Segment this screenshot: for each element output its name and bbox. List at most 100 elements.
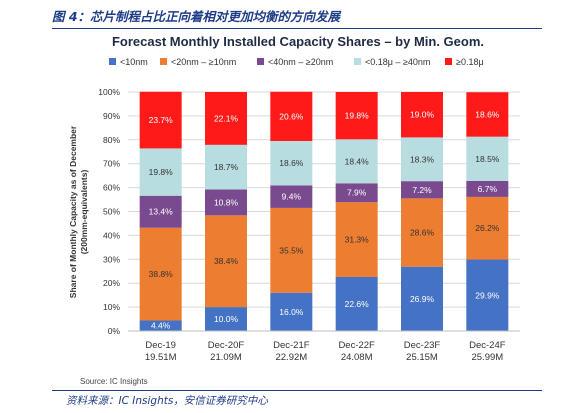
legend-label: ≥0.18μ [456,57,484,67]
x-tick-sublabel: 25.15M [406,352,438,363]
legend-swatch [354,58,361,65]
bar-segment [401,137,443,182]
x-tick-label: Dec-24F [469,340,506,351]
bar-segment [335,139,378,184]
bar-segment [401,181,443,199]
bar-segment [335,183,378,203]
legend-swatch [160,58,167,65]
bar-segment [466,136,509,181]
y-axis: 0% 10% 20% 30% 40% 50% 60% 70% 80% 90% 100% [98,87,120,336]
data-label: 18.7% [214,162,239,172]
data-label: 7.9% [347,188,367,198]
bar-segment [466,196,509,260]
data-label: 35.5% [279,245,304,255]
data-label: 26.9% [410,294,435,304]
y-tick-label: 30% [103,254,120,264]
bar-segment [270,91,313,141]
data-label: 9.4% [282,192,302,202]
legend-swatch [109,58,116,65]
data-label: 29.9% [475,290,500,300]
legend-label: <10nm [120,57,148,67]
data-label: 31.3% [345,235,370,245]
data-label: 22.1% [214,113,239,123]
y-axis-label-line2: (200mm-equivalents) [79,170,89,255]
bar-segment [205,144,247,190]
bar-segment [401,198,443,267]
bar-segment [401,266,443,331]
bar-segment [205,215,247,308]
x-tick-sublabel: 19.51M [145,352,177,363]
bar-segment [335,276,378,331]
bar-segment [335,202,378,277]
data-label: 18.3% [410,154,435,164]
legend-swatch [445,58,452,65]
y-tick-label: 40% [103,230,120,240]
bar-segment [205,307,247,331]
y-tick-label: 60% [103,183,120,193]
x-tick-sublabel: 22.92M [275,352,307,363]
y-axis-label-line1: Share of Monthly Capacity as of December [68,125,78,298]
data-label: 18.4% [345,156,370,166]
figure-title: 图 4：芯片制程占比正向着相对更加均衡的方向发展 [52,9,341,24]
data-label: 4.4% [151,321,171,331]
bar-segment [270,185,313,208]
data-label: 38.4% [214,256,239,266]
bar-segment [205,189,247,216]
bar-series: 4.4% 38.8% 13.4% 19.8% 23.7% 10.0% 38.4% 10.8% 1… [139,91,509,331]
y-tick-label: 10% [103,302,120,312]
title-rule [52,28,542,29]
y-tick-label: 20% [103,278,120,288]
data-label: 10.8% [214,197,239,207]
gridlines [128,91,520,332]
data-label: 16.0% [279,307,304,317]
data-label: 18.6% [279,158,304,168]
bar-segment [401,92,443,138]
chart-title: Forecast Monthly Installed Capacity Shar… [112,34,484,49]
y-tick-label: 90% [103,111,120,121]
x-tick-sublabel: 24.08M [341,352,373,363]
data-label: 19.8% [345,111,370,121]
data-label: 18.5% [475,154,500,164]
bar-segment [205,92,247,145]
bar-segment [139,148,182,196]
bar-segment [466,259,509,331]
y-tick-label: 0% [108,326,121,336]
chart-legend: <10nm <20nm – ≥10nm <40nm – ≥20nm <0.18μ – … [109,57,484,67]
data-label: 38.8% [149,269,174,279]
data-label: 19.0% [410,110,435,120]
x-tick-label: Dec-21F [273,340,310,351]
data-label: 19.8% [149,167,174,177]
legend-label: <40nm – ≥20nm [268,57,333,67]
bar-segment [139,320,182,331]
x-tick-label: Dec-22F [338,340,375,351]
y-tick-label: 100% [98,87,120,97]
y-tick-label: 80% [103,135,120,145]
x-tick-label: Dec-19 [145,340,176,351]
data-label: 20.6% [279,111,304,121]
data-label: 13.4% [149,207,174,217]
x-tick-label: Dec-23F [404,340,441,351]
legend-label: <20nm – ≥10nm [171,57,236,67]
data-label: 18.6% [475,109,500,119]
bar-segment [139,227,182,321]
data-label: 28.6% [410,228,435,238]
bar-segment [139,91,182,149]
data-label: 10.0% [214,314,239,324]
legend-swatch [257,58,264,65]
legend-label: <0.18μ – ≥40nm [365,57,430,67]
source-rule [52,390,542,391]
source-note: Source: IC Insights [80,377,148,386]
bar-segment [466,180,509,197]
bar-segment [270,207,313,293]
y-tick-label: 50% [103,207,120,217]
bar-segment [270,292,313,331]
data-label: 22.6% [345,299,370,309]
x-tick-sublabel: 25.99M [471,352,503,363]
bar-segment [270,140,313,186]
bottom-source: 资料来源：IC Insights，安信证券研究中心 [66,395,268,407]
bar-segment [466,92,509,137]
data-label: 26.2% [475,223,500,233]
bar-segment [335,92,378,140]
